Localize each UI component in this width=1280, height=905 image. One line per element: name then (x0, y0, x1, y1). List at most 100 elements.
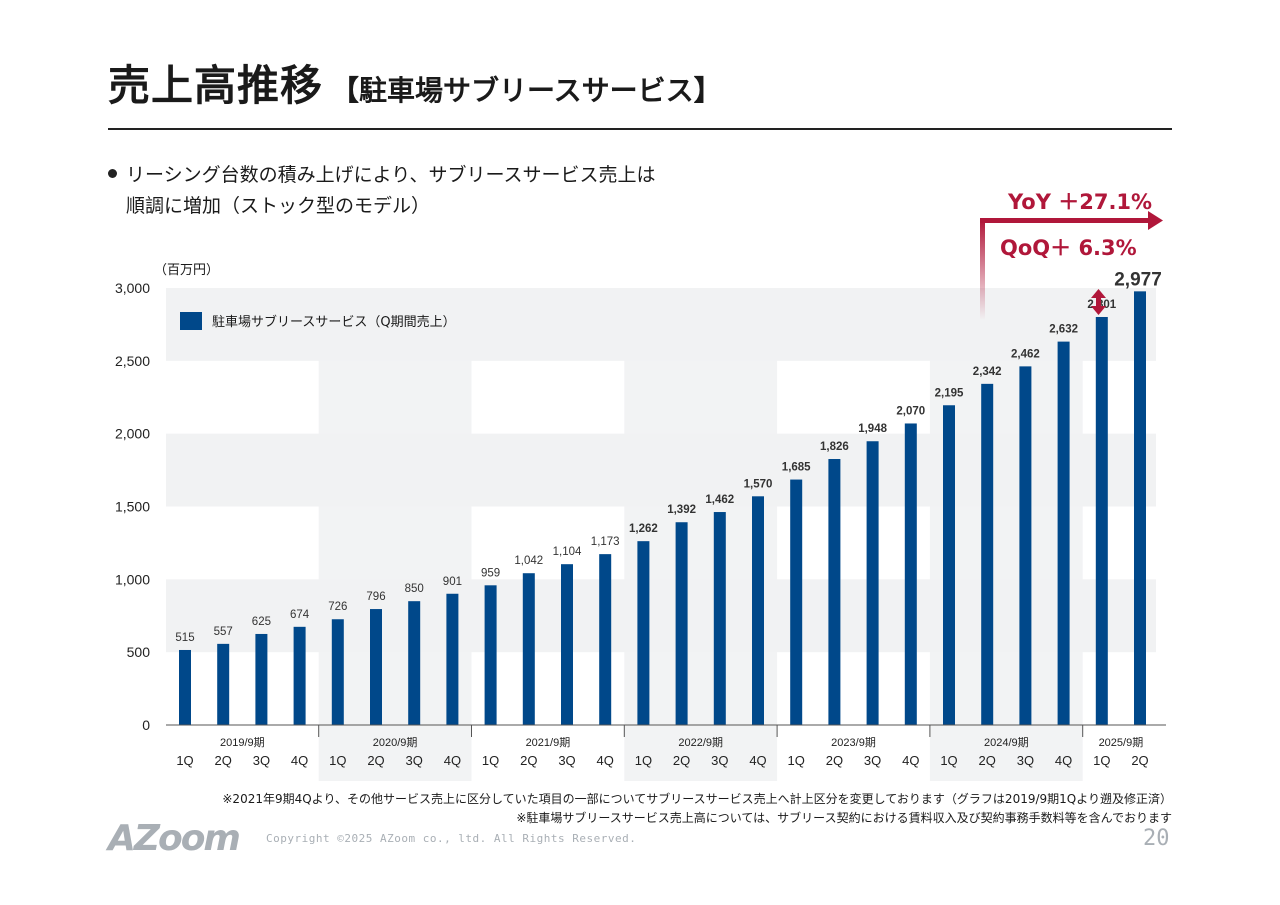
x-quarter-label: 4Q (291, 753, 308, 768)
bar-value-label: 2,462 (1011, 348, 1040, 360)
bar (866, 441, 879, 725)
bar-value-label: 959 (481, 567, 500, 579)
bar-value-label: 901 (443, 576, 462, 588)
y-tick-label: 1,000 (115, 571, 150, 587)
x-quarter-label: 3Q (711, 753, 728, 768)
bar-value-label: 2,070 (896, 405, 925, 417)
bar-series: 515 557 625 674 726 796 850 901 959 1,042 1,104 1,1… (175, 269, 1162, 725)
footnote-1: ※2021年9期4Qより、その他サービス売上に区分していた項目の一部についてサブ… (222, 792, 1172, 806)
x-fiscal-year-label: 2020/9期 (373, 736, 418, 749)
y-axis-unit: （百万円） (154, 263, 220, 278)
x-quarter-label: 2Q (673, 753, 690, 768)
bar-value-label: 557 (214, 626, 233, 638)
bar (217, 643, 230, 725)
bar (599, 554, 612, 725)
growth-arrow-shaft (980, 218, 1150, 223)
bar-value-label: 625 (252, 616, 271, 628)
growth-arrow (980, 211, 1163, 320)
bar (561, 564, 573, 725)
y-axis: 0 500 1,000 1,500 2,000 2,500 3,000 (115, 280, 150, 733)
bar (484, 585, 497, 725)
x-quarter-label: 2Q (520, 753, 537, 768)
bar (1057, 341, 1070, 725)
bar-value-label: 1,262 (629, 523, 658, 535)
x-quarter-label: 1Q (940, 753, 957, 768)
summary-bullet: リーシング台数の積み上げにより、サブリースサービス売上は 順調に増加（ストック型… (108, 160, 656, 222)
bar (1095, 316, 1108, 725)
x-quarter-label: 2Q (1131, 753, 1148, 768)
x-quarter-label: 1Q (176, 753, 193, 768)
bar-value-label: 1,042 (514, 555, 543, 567)
yoy-growth: YoY ＋27.1% (1008, 190, 1153, 214)
bullet-dot-icon (108, 169, 117, 178)
bar (408, 601, 421, 725)
chart-bands (166, 288, 1156, 781)
bullet-line-1: リーシング台数の積み上げにより、サブリースサービス売上は (126, 164, 656, 186)
bar-value-label: 2,342 (973, 366, 1002, 378)
page-number: 20 (1143, 826, 1170, 851)
bar-value-label: 1,462 (705, 494, 734, 506)
x-quarter-label: 2Q (215, 753, 232, 768)
growth-arrow-stem (980, 220, 985, 320)
azoom-logo: AZoom (108, 818, 241, 859)
legend-label: 駐車場サブリースサービス（Q期間売上） (212, 315, 456, 330)
legend-swatch (180, 311, 202, 330)
x-fiscal-year-label: 2023/9期 (831, 736, 876, 749)
bar (713, 512, 726, 725)
bar-value-label: 2,977 (1114, 269, 1162, 290)
title-divider (108, 128, 1172, 130)
bar-value-label: 850 (405, 583, 424, 595)
x-quarter-label: 4Q (1055, 753, 1072, 768)
footnote-2: ※駐車場サブリースサービス売上高については、サブリース契約における賃料収入及び契… (516, 811, 1172, 825)
fiscal-year-band (929, 288, 1083, 781)
x-quarter-label: 4Q (597, 753, 614, 768)
x-quarter-label: 2Q (367, 753, 384, 768)
bar (331, 619, 344, 725)
bar (904, 423, 917, 725)
x-quarter-label: 1Q (1093, 753, 1110, 768)
bar-value-label: 2,632 (1049, 324, 1078, 336)
x-quarter-label: 3Q (406, 753, 423, 768)
qoq-growth: QoQ＋ 6.3% (1000, 236, 1137, 260)
x-quarter-label: 4Q (749, 753, 766, 768)
x-quarter-label: 1Q (329, 753, 346, 768)
bar-value-label: 515 (175, 632, 194, 644)
bar-value-label: 1,392 (667, 504, 696, 516)
bar-value-label: 1,948 (858, 423, 887, 435)
bar-value-label: 1,173 (591, 536, 620, 548)
fiscal-year-band (624, 288, 778, 781)
qoq-double-arrow-icon (1091, 289, 1106, 315)
title-subtitle: 【駐車場サブリースサービス】 (331, 74, 722, 107)
bar-value-label: 674 (290, 609, 310, 621)
x-quarter-label: 2Q (979, 753, 996, 768)
bar (752, 496, 764, 725)
x-quarter-label: 1Q (788, 753, 805, 768)
bar (255, 633, 268, 725)
bar-value-label: 1,826 (820, 441, 849, 453)
x-quarter-label: 1Q (635, 753, 652, 768)
bar (522, 573, 535, 725)
y-tick-label: 500 (127, 644, 151, 660)
x-fiscal-year-label: 2025/9期 (1099, 736, 1144, 749)
x-fiscal-year-label: 2024/9期 (984, 736, 1029, 749)
bar-value-label: 796 (366, 591, 385, 603)
title-main: 売上高推移 (108, 61, 324, 110)
page-title: 売上高推移 【駐車場サブリースサービス】 (108, 52, 722, 113)
fiscal-year-band (318, 288, 472, 781)
x-quarter-label: 3Q (1017, 753, 1034, 768)
bar (179, 649, 191, 725)
y-tick-label: 2,500 (115, 353, 150, 369)
x-quarter-label: 3Q (864, 753, 881, 768)
growth-arrow-head-icon (1148, 211, 1163, 230)
bar (943, 405, 955, 725)
bar (446, 593, 459, 725)
x-fiscal-year-label: 2019/9期 (220, 736, 265, 749)
bar-value-label: 1,104 (553, 546, 582, 558)
x-fiscal-year-label: 2022/9期 (678, 736, 723, 749)
bar-value-label: 1,685 (782, 462, 811, 474)
bar (981, 383, 994, 725)
y-tick-label: 0 (142, 717, 150, 733)
x-fiscal-year-label: 2021/9期 (526, 736, 571, 749)
bar-value-label: 1,570 (744, 478, 773, 490)
